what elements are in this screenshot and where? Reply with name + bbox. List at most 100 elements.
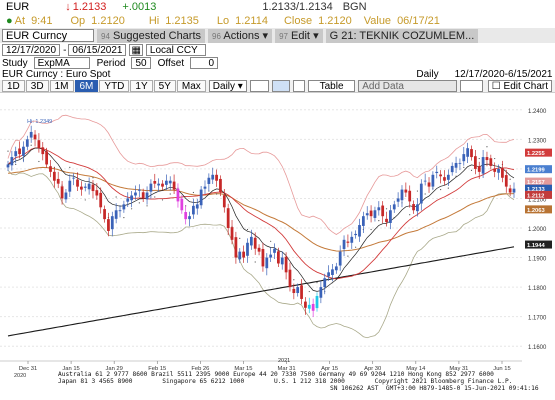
candle-body <box>323 278 327 288</box>
chart-type-button[interactable] <box>249 80 269 92</box>
currency-select[interactable]: Local CCY <box>145 44 206 56</box>
sar-dot <box>84 199 86 201</box>
price-chart[interactable]: 1.1600 1.1700 1.1800 1.1900 1.2000 1.2100 1.22… <box>0 93 555 400</box>
x-tick-label: Mar 15 <box>234 366 252 372</box>
candle-body <box>284 256 288 273</box>
security-field[interactable]: EUR Curncy <box>2 29 94 42</box>
candle-body <box>473 156 477 169</box>
sar-dot <box>378 220 380 222</box>
candle-body <box>481 157 485 174</box>
candle-body <box>226 208 230 228</box>
suggested-charts-button[interactable]: 94 Suggested Charts <box>97 28 206 43</box>
footer-session: SN 106262 AST GMT+3:00 H879-1485-0 15-Ju… <box>330 385 539 392</box>
suggested-label: Suggested Charts <box>112 29 202 42</box>
candle-body <box>118 210 122 212</box>
line-style-button[interactable] <box>271 80 291 92</box>
candle-body <box>419 183 423 204</box>
study-label: Study <box>2 57 28 69</box>
toolbar: EUR Curncy 94 Suggested Charts 96 Action… <box>0 28 555 43</box>
price-tag-label: 1.2063 <box>527 208 546 214</box>
candle-body <box>273 248 276 253</box>
y-tick-label: 1.1700 <box>528 316 547 322</box>
candle-body <box>192 205 195 215</box>
date-range: 12/17/2020-6/15/2021 <box>454 68 553 80</box>
candle-body <box>110 216 114 230</box>
frequency-select[interactable]: Daily ▾ <box>208 80 247 92</box>
candle-body <box>184 212 188 220</box>
calendar-icon[interactable]: ▦ <box>129 44 143 56</box>
sar-dot <box>169 193 171 195</box>
edit-chart-button[interactable]: ☐ Edit Chart <box>487 80 552 92</box>
tab-1d[interactable]: 1D <box>2 80 25 92</box>
candle-body <box>29 131 33 138</box>
sar-dot <box>138 202 140 204</box>
candle-body <box>416 204 419 212</box>
tab-1y[interactable]: 1Y <box>130 80 153 92</box>
chart-title-dropdown[interactable]: G 21: TEKNIK COZUMLEM... <box>325 28 479 43</box>
candle-body <box>60 186 64 199</box>
tab-max[interactable]: Max <box>176 80 206 92</box>
price-tag <box>525 177 552 186</box>
study-select[interactable]: ExpMA <box>33 57 90 69</box>
candle-body <box>296 287 300 294</box>
x-tick-label: Dec 31 <box>19 366 37 372</box>
settings-button[interactable] <box>293 80 305 92</box>
zoom-button[interactable] <box>460 80 483 92</box>
actions-button[interactable]: 96 Actions ▾ <box>208 28 273 43</box>
end-date-input[interactable]: 06/15/2021 <box>68 44 127 56</box>
y-tick-label: 1.2100 <box>528 197 547 203</box>
x-tick-label: May 31 <box>449 366 468 372</box>
table-button[interactable]: Table <box>307 80 356 92</box>
sar-dot <box>254 261 256 263</box>
candle-body <box>307 304 311 309</box>
x-tick-label: Jan 15 <box>62 366 79 372</box>
candle-body <box>253 237 257 249</box>
candle-body <box>45 151 49 165</box>
candle-body <box>389 210 392 223</box>
tab-5y[interactable]: 5Y <box>153 80 176 92</box>
footer-contacts-1: Australia 61 2 9777 8600 Brazil 5511 239… <box>58 371 494 378</box>
start-date-input[interactable]: 12/17/2020 <box>2 44 61 56</box>
sar-dot <box>478 157 480 160</box>
candle-body <box>338 251 342 266</box>
chevron-down-icon: ▾ <box>237 81 243 92</box>
candle-body <box>242 251 245 258</box>
candle-body <box>458 162 462 164</box>
candle-body <box>350 236 354 243</box>
y-tick-label: 1.2400 <box>528 109 547 115</box>
price-tag-label: 1.2133 <box>527 187 546 193</box>
candle-body <box>427 182 431 187</box>
add-data-input[interactable]: Add Data <box>358 80 458 92</box>
candle-body <box>180 198 184 211</box>
candle-body <box>261 248 265 267</box>
tab-ytd[interactable]: YTD <box>99 80 130 92</box>
candle-body <box>300 285 303 299</box>
sar-dot <box>123 217 125 219</box>
edit-button[interactable]: 97 Edit ▾ <box>275 28 323 43</box>
offset-input[interactable]: 0 <box>190 57 219 69</box>
sar-dot <box>440 188 442 191</box>
study-controls: Study ExpMA Period 50 Offset 0 <box>0 57 555 69</box>
value-label: Value <box>363 14 392 27</box>
period-input[interactable]: 50 <box>131 57 151 69</box>
sar-dot <box>424 193 426 195</box>
candle-body <box>304 301 307 308</box>
candle-body <box>369 210 373 217</box>
tab-3d[interactable]: 3D <box>25 80 49 92</box>
down-arrow-icon: ↓ <box>65 1 71 13</box>
candle-body <box>292 288 296 294</box>
candle-body <box>122 204 126 210</box>
sar-dot <box>486 146 488 148</box>
sar-dot <box>246 228 249 231</box>
candle-body <box>10 157 14 166</box>
candle-body <box>408 190 412 202</box>
candle-body <box>512 188 516 193</box>
candle-body <box>76 179 79 187</box>
tab-1m[interactable]: 1M <box>49 80 74 92</box>
tab-6m[interactable]: 6M <box>74 80 99 92</box>
sar-dot <box>15 163 17 166</box>
sar-dot <box>69 166 71 169</box>
candle-body <box>153 181 157 184</box>
candle-body <box>195 204 199 209</box>
candle-body <box>334 266 338 271</box>
